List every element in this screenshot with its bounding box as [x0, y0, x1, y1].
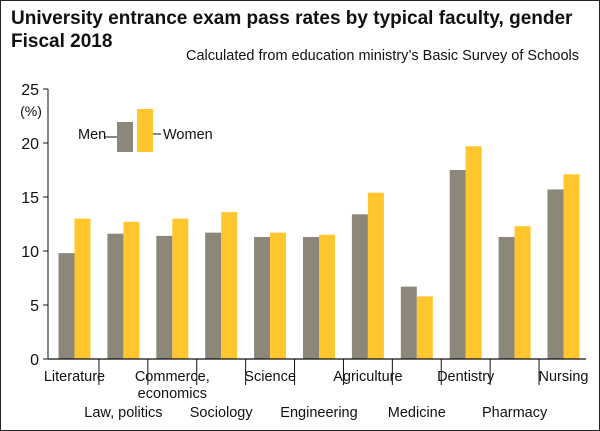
bar-men — [205, 232, 222, 359]
bar-men — [400, 286, 417, 359]
bar-women — [563, 174, 580, 359]
legend-label-women: Women — [163, 127, 213, 143]
bar-women — [221, 212, 238, 359]
bar-men — [547, 189, 564, 359]
bar-women — [319, 234, 335, 359]
y-tick-label: 5 — [30, 298, 39, 315]
bar-women — [514, 226, 531, 359]
x-category-label: Agriculture — [333, 369, 402, 385]
bar-women — [270, 232, 287, 359]
legend-label-men: Men — [78, 127, 106, 143]
x-category-label: Engineering — [280, 405, 357, 421]
bar-men — [107, 233, 124, 359]
bar-women — [74, 218, 91, 359]
x-category-label: Literature — [44, 369, 105, 385]
bar-women — [123, 221, 140, 359]
bar-women — [172, 218, 189, 359]
y-tick-label: 20 — [21, 136, 39, 153]
bar-men — [156, 235, 173, 359]
x-category-label: Pharmacy — [482, 405, 548, 421]
x-category-label: Science — [244, 369, 296, 385]
bar-women — [465, 146, 482, 359]
bar-men — [254, 236, 271, 359]
x-category-label: Medicine — [388, 405, 446, 421]
y-axis-top-label: 25 — [21, 82, 39, 99]
bar-men — [498, 236, 515, 359]
y-tick-label: 15 — [21, 190, 39, 207]
chart-title: University entrance exam pass rates by t… — [11, 8, 573, 29]
x-category-label: Law, politics — [84, 405, 162, 421]
x-category-label: Nursing — [539, 369, 589, 385]
bar-men — [58, 253, 75, 359]
x-category-label: Sociology — [190, 405, 254, 421]
x-category-label: Commerce, economics — [135, 369, 210, 402]
bar-women — [416, 296, 433, 359]
chart-subtitle: Fiscal 2018 — [11, 31, 113, 52]
bar-men — [351, 214, 368, 359]
y-tick-label: 10 — [21, 244, 39, 261]
x-category-label: Dentistry — [437, 369, 495, 385]
y-axis-unit: (%) — [20, 103, 42, 119]
chart-source-note: Calculated from education ministry’s Bas… — [185, 48, 579, 64]
legend-swatch-women — [137, 109, 153, 152]
legend-swatch-men — [117, 122, 133, 152]
bar-women — [367, 192, 384, 359]
bar-men — [449, 170, 466, 359]
y-tick-label: 0 — [30, 352, 39, 369]
bar-men — [303, 236, 319, 359]
